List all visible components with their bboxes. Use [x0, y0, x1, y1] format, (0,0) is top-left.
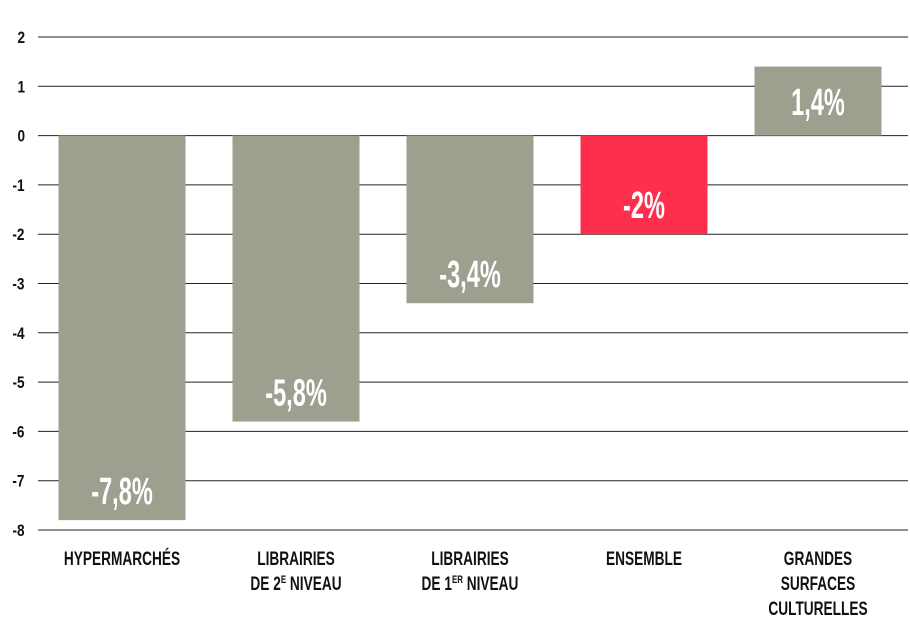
y-tick-label: -1: [12, 177, 24, 196]
y-tick-label: 2: [17, 29, 25, 48]
category-label-text: LIBRAIRIES: [257, 548, 334, 570]
bar: [232, 135, 360, 422]
category-label-text: HYPERMARCHÉS: [64, 548, 180, 570]
category-label-text: NIVEAU: [463, 573, 518, 595]
category-label: DE 1ER NIVEAU: [422, 573, 519, 595]
category-label-superscript: E: [281, 574, 287, 587]
category-label-text: LIBRAIRIES: [431, 548, 508, 570]
y-tick-label: -8: [12, 522, 24, 541]
category-label-text: GRANDES: [784, 548, 852, 570]
bar: [754, 66, 882, 136]
bar-value-label: -5,8%: [265, 371, 327, 414]
y-tick-label: -6: [12, 423, 24, 442]
bar: [580, 135, 708, 235]
y-tick-label: 0: [17, 127, 25, 146]
bars: [58, 66, 882, 521]
category-label-text: ENSEMBLE: [606, 548, 682, 570]
category-label: LIBRAIRIES: [257, 548, 334, 570]
bar: [58, 135, 186, 521]
category-label-superscript: ER: [452, 574, 463, 587]
category-label: GRANDES: [784, 548, 852, 570]
category-label: ENSEMBLE: [606, 548, 682, 570]
y-tick-label: 1: [18, 78, 26, 97]
category-label: SURFACES: [781, 573, 855, 595]
y-tick-label: -5: [12, 374, 24, 393]
category-label-text: SURFACES: [781, 573, 855, 595]
y-tick-label: -3: [12, 275, 24, 294]
category-label: DE 2E NIVEAU: [250, 573, 341, 595]
bar-value-label: -3,4%: [439, 252, 501, 295]
bar-value-label: -2%: [623, 183, 665, 226]
category-label: CULTURELLES: [768, 598, 867, 620]
category-label-text: DE 1: [422, 573, 452, 595]
bar: [406, 135, 534, 304]
category-label-text: DE 2: [250, 573, 280, 595]
category-labels: HYPERMARCHÉS LIBRAIRIES DE 2E NIVEAU LIBRAI…: [64, 548, 868, 620]
y-tick-label: -4: [12, 324, 24, 343]
y-tick-label: -2: [12, 226, 24, 245]
y-axis-ticks: 2 1 0 -1 -2 -3 -4 -5 -6 -7 -8: [12, 29, 25, 541]
category-label-text: NIVEAU: [286, 573, 341, 595]
bar-value-label: 1,4%: [791, 80, 845, 123]
bar-value-label: -7,8%: [91, 469, 153, 512]
category-label: HYPERMARCHÉS: [64, 548, 180, 570]
category-label: LIBRAIRIES: [431, 548, 508, 570]
value-labels: -7,8% -5,8% -3,4% -2% 1,4%: [91, 80, 845, 512]
y-tick-label: -7: [12, 472, 24, 491]
category-label-text: CULTURELLES: [768, 598, 867, 620]
